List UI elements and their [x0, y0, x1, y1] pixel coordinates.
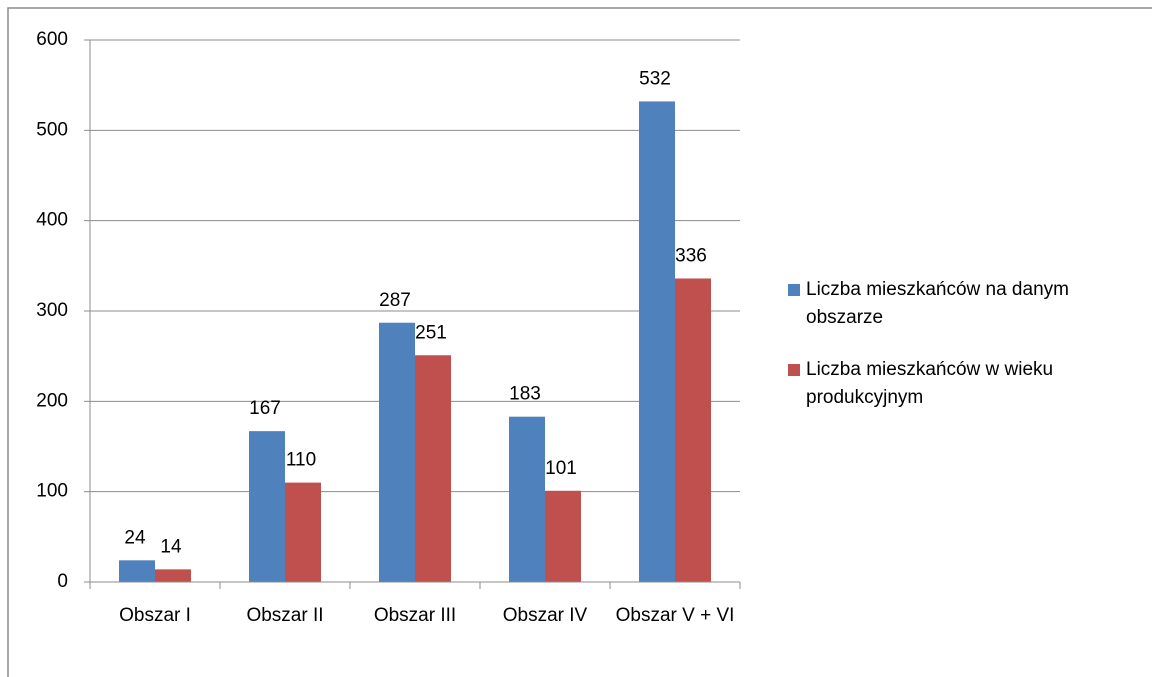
x-tick-label: Obszar I [119, 605, 191, 626]
y-tick-label: 300 [36, 300, 68, 321]
bar [509, 416, 545, 582]
bar [675, 278, 711, 582]
legend-swatch [788, 364, 800, 376]
data-label: 14 [160, 536, 182, 557]
y-tick-label: 500 [36, 119, 68, 140]
data-label: 287 [379, 290, 411, 311]
data-label: 532 [639, 68, 671, 89]
y-tick-label: 600 [36, 29, 68, 50]
legend-label: Liczba mieszkańców w wieku produkcyjnym [806, 359, 1054, 408]
data-label: 24 [124, 527, 146, 548]
x-tick-label: Obszar V + VI [615, 605, 735, 626]
y-tick-label: 0 [57, 571, 68, 592]
bar [415, 355, 451, 582]
data-label: 336 [675, 245, 707, 266]
data-label: 101 [545, 458, 577, 479]
y-tick-label: 100 [36, 481, 68, 502]
data-label: 183 [509, 384, 541, 405]
data-label: 167 [249, 398, 281, 419]
chart-border [7, 7, 1152, 677]
data-label: 110 [286, 450, 316, 471]
bar [249, 431, 285, 582]
legend-label: Liczba mieszkańców na danym obszarze [806, 279, 1069, 328]
x-tick-label: Obszar IV [502, 605, 588, 626]
x-tick-label: Obszar II [246, 605, 324, 626]
data-label: 251 [415, 322, 447, 343]
bar [379, 322, 415, 582]
bar [545, 490, 581, 582]
bar [155, 569, 191, 582]
x-tick-label: Obszar III [373, 605, 457, 626]
y-tick-label: 200 [36, 390, 68, 411]
bar [639, 101, 675, 582]
bar [119, 560, 155, 582]
y-tick-label: 400 [36, 210, 68, 231]
legend-swatch [788, 284, 800, 296]
bar [285, 482, 321, 582]
